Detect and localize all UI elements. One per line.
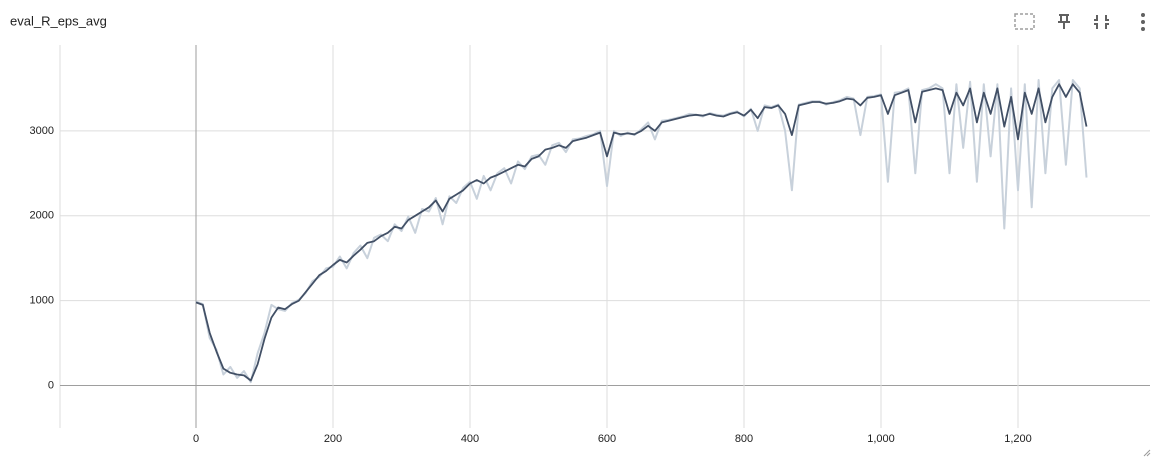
x-tick-label: 1,200 <box>1004 433 1032 445</box>
x-tick-label: 400 <box>461 433 479 445</box>
x-tick-label: 1,000 <box>867 433 895 445</box>
y-tick-label: 3000 <box>30 125 54 137</box>
collapse-button[interactable] <box>1094 15 1109 29</box>
x-tick-label: 600 <box>598 433 616 445</box>
x-tick-label: 200 <box>324 433 342 445</box>
chart-title: eval_R_eps_avg <box>10 13 107 28</box>
plot-layer <box>60 45 1150 428</box>
y-tick-label: 0 <box>48 379 54 391</box>
series-line <box>195 79 1088 384</box>
pin-button[interactable] <box>1058 14 1070 29</box>
plot-area <box>60 45 1150 428</box>
y-tick-label: 1000 <box>30 295 54 307</box>
series-line <box>195 83 1088 382</box>
resize-handle[interactable] <box>1143 449 1151 457</box>
x-tick-label: 0 <box>193 433 199 445</box>
x-tick-label: 800 <box>735 433 753 445</box>
fit-button[interactable] <box>1014 13 1035 30</box>
more-button[interactable] <box>1141 13 1145 31</box>
y-tick-label: 2000 <box>30 210 54 222</box>
